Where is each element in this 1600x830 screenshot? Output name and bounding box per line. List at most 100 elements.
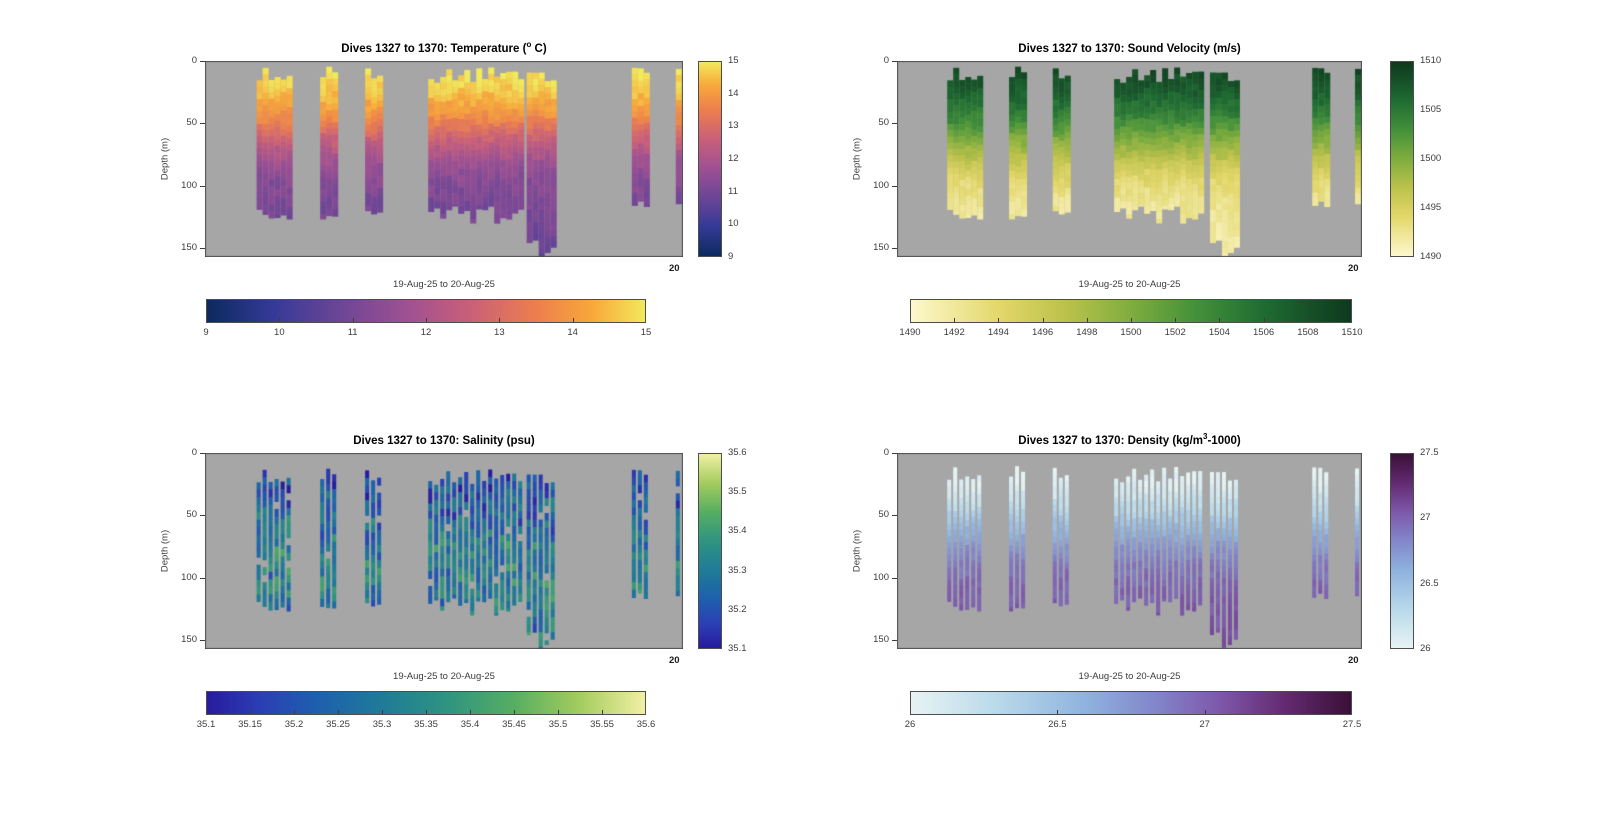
colorbar-tick-label: 35.5 (728, 486, 747, 498)
vertical-colorbar (698, 61, 722, 257)
colorbar-tick-label: 14 (728, 87, 739, 99)
heatmap-canvas (205, 453, 683, 649)
y-tick-mark (200, 248, 205, 250)
colorbar-tick-label: 27 (1420, 512, 1431, 524)
y-axis-label: Depth (m) (159, 529, 171, 573)
colorbar-tick-label: 1500 (1420, 153, 1442, 164)
y-tick-mark (892, 248, 897, 250)
y-tick-label: 0 (883, 447, 889, 458)
y-tick-mark (892, 123, 897, 125)
vertical-colorbar (698, 453, 722, 649)
colorbar-tick-mark (382, 710, 383, 714)
y-tick-mark (892, 185, 897, 187)
colorbar-tick-mark (426, 318, 427, 322)
colorbar-tick-mark (1307, 318, 1309, 322)
colorbar-tick-mark (294, 710, 295, 714)
colorbar-tick-label: 1495 (1420, 202, 1442, 213)
colorbar-tick-label: 10 (728, 218, 739, 230)
y-tick-label: 100 (181, 179, 197, 191)
y-tick-mark (200, 61, 205, 62)
colorbar-tick-label: 10 (274, 327, 285, 338)
x-axis-end-tick: 20 (669, 263, 680, 274)
y-tick-mark (200, 453, 205, 454)
y-tick-label: 50 (878, 117, 889, 129)
y-tick-mark (892, 61, 897, 62)
y-tick-mark (200, 185, 205, 187)
y-tick-label: 100 (181, 571, 197, 583)
colorbar-tick-mark (426, 710, 427, 714)
colorbar-tick-label: 26.5 (1048, 719, 1067, 730)
vertical-colorbar (1390, 61, 1414, 257)
colorbar-tick-label: 1510 (1341, 327, 1363, 338)
x-axis-label: 19-Aug-25 to 20-Aug-25 (1078, 671, 1181, 682)
title-superscript: 3 (1203, 432, 1208, 441)
x-axis-label: 19-Aug-25 to 20-Aug-25 (393, 279, 495, 290)
colorbar-tick-mark (499, 318, 501, 322)
colorbar-tick-label: 1500 (1120, 327, 1142, 338)
heatmap-plot-area (897, 61, 1362, 257)
y-tick-label: 50 (186, 117, 197, 129)
colorbar-tick-mark (1057, 710, 1059, 714)
colorbar-tick-label: 12 (728, 153, 739, 164)
colorbar-tick-mark (572, 318, 574, 322)
colorbar-tick-label: 35.15 (238, 719, 262, 730)
colorbar-tick-label: 35.4 (728, 525, 747, 537)
colorbar-tick-label: 26 (1420, 643, 1431, 654)
heatmap-plot-area (897, 453, 1362, 649)
y-tick-mark (200, 123, 205, 125)
colorbar-tick-label: 35.5 (548, 719, 568, 730)
colorbar-tick-label: 26.5 (1420, 577, 1439, 589)
colorbar-tick-label: 13 (728, 120, 739, 132)
colorbar-tick-mark (279, 318, 281, 322)
y-tick-label: 100 (873, 571, 889, 583)
colorbar-tick-label: 35.3 (372, 719, 392, 730)
colorbar-tick-label: 9 (728, 251, 734, 262)
colorbar-tick-mark (954, 318, 956, 322)
y-tick-label: 100 (873, 179, 889, 191)
vertical-colorbar (1390, 453, 1414, 649)
y-tick-mark (892, 515, 897, 517)
colorbar-tick-mark (514, 710, 515, 714)
title-superscript: o (526, 40, 532, 49)
title-text: Dives 1327 to 1370: Sound Velocity (m/s) (1018, 42, 1241, 55)
y-tick-label: 0 (883, 55, 889, 66)
colorbar-tick-label: 35.1 (728, 643, 747, 654)
x-axis-end-tick: 20 (1348, 655, 1359, 666)
colorbar-tick-label: 35.2 (728, 603, 747, 615)
panel-title: Dives 1327 to 1370: Temperature (o C) (205, 40, 683, 55)
colorbar-tick-label: 1490 (899, 327, 921, 338)
colorbar-tick-label: 11 (347, 327, 358, 338)
colorbar-tick-label: 9 (203, 327, 209, 338)
y-tick-mark (200, 640, 205, 642)
colorbar-tick-label: 1496 (1032, 327, 1054, 338)
colorbar-tick-label: 1504 (1208, 327, 1230, 338)
y-tick-mark (200, 577, 205, 579)
colorbar-tick-mark (1131, 318, 1132, 322)
colorbar-tick-label: 35.25 (326, 719, 350, 730)
colorbar-tick-label: 14 (567, 327, 578, 338)
panel-title: Dives 1327 to 1370: Sound Velocity (m/s) (897, 40, 1362, 55)
y-tick-label: 50 (878, 509, 889, 521)
colorbar-tick-label: 27.5 (1342, 719, 1362, 730)
y-axis-label: Depth (m) (851, 529, 863, 573)
colorbar-tick-label: 35.3 (728, 564, 747, 576)
colorbar-tick-mark (602, 710, 603, 714)
colorbar-tick-mark (352, 318, 354, 322)
x-axis-end-tick: 20 (1348, 263, 1359, 274)
colorbar-tick-label: 1494 (987, 327, 1009, 338)
y-tick-mark (892, 577, 897, 579)
x-axis-end-tick: 20 (669, 655, 680, 666)
y-tick-label: 150 (181, 634, 197, 646)
colorbar-tick-label: 27.5 (1420, 447, 1439, 458)
colorbar-tick-label: 11 (728, 185, 738, 197)
colorbar-tick-label: 1498 (1076, 327, 1098, 338)
colorbar-tick-label: 1510 (1420, 55, 1442, 66)
colorbar-tick-label: 35.45 (502, 719, 526, 730)
colorbar-tick-mark (998, 318, 1000, 322)
colorbar-tick-label: 26 (904, 719, 916, 730)
colorbar-tick-mark (470, 710, 471, 714)
heatmap-plot-area (205, 61, 683, 257)
title-text-end: -1000) (1207, 434, 1241, 447)
y-tick-mark (892, 640, 897, 642)
